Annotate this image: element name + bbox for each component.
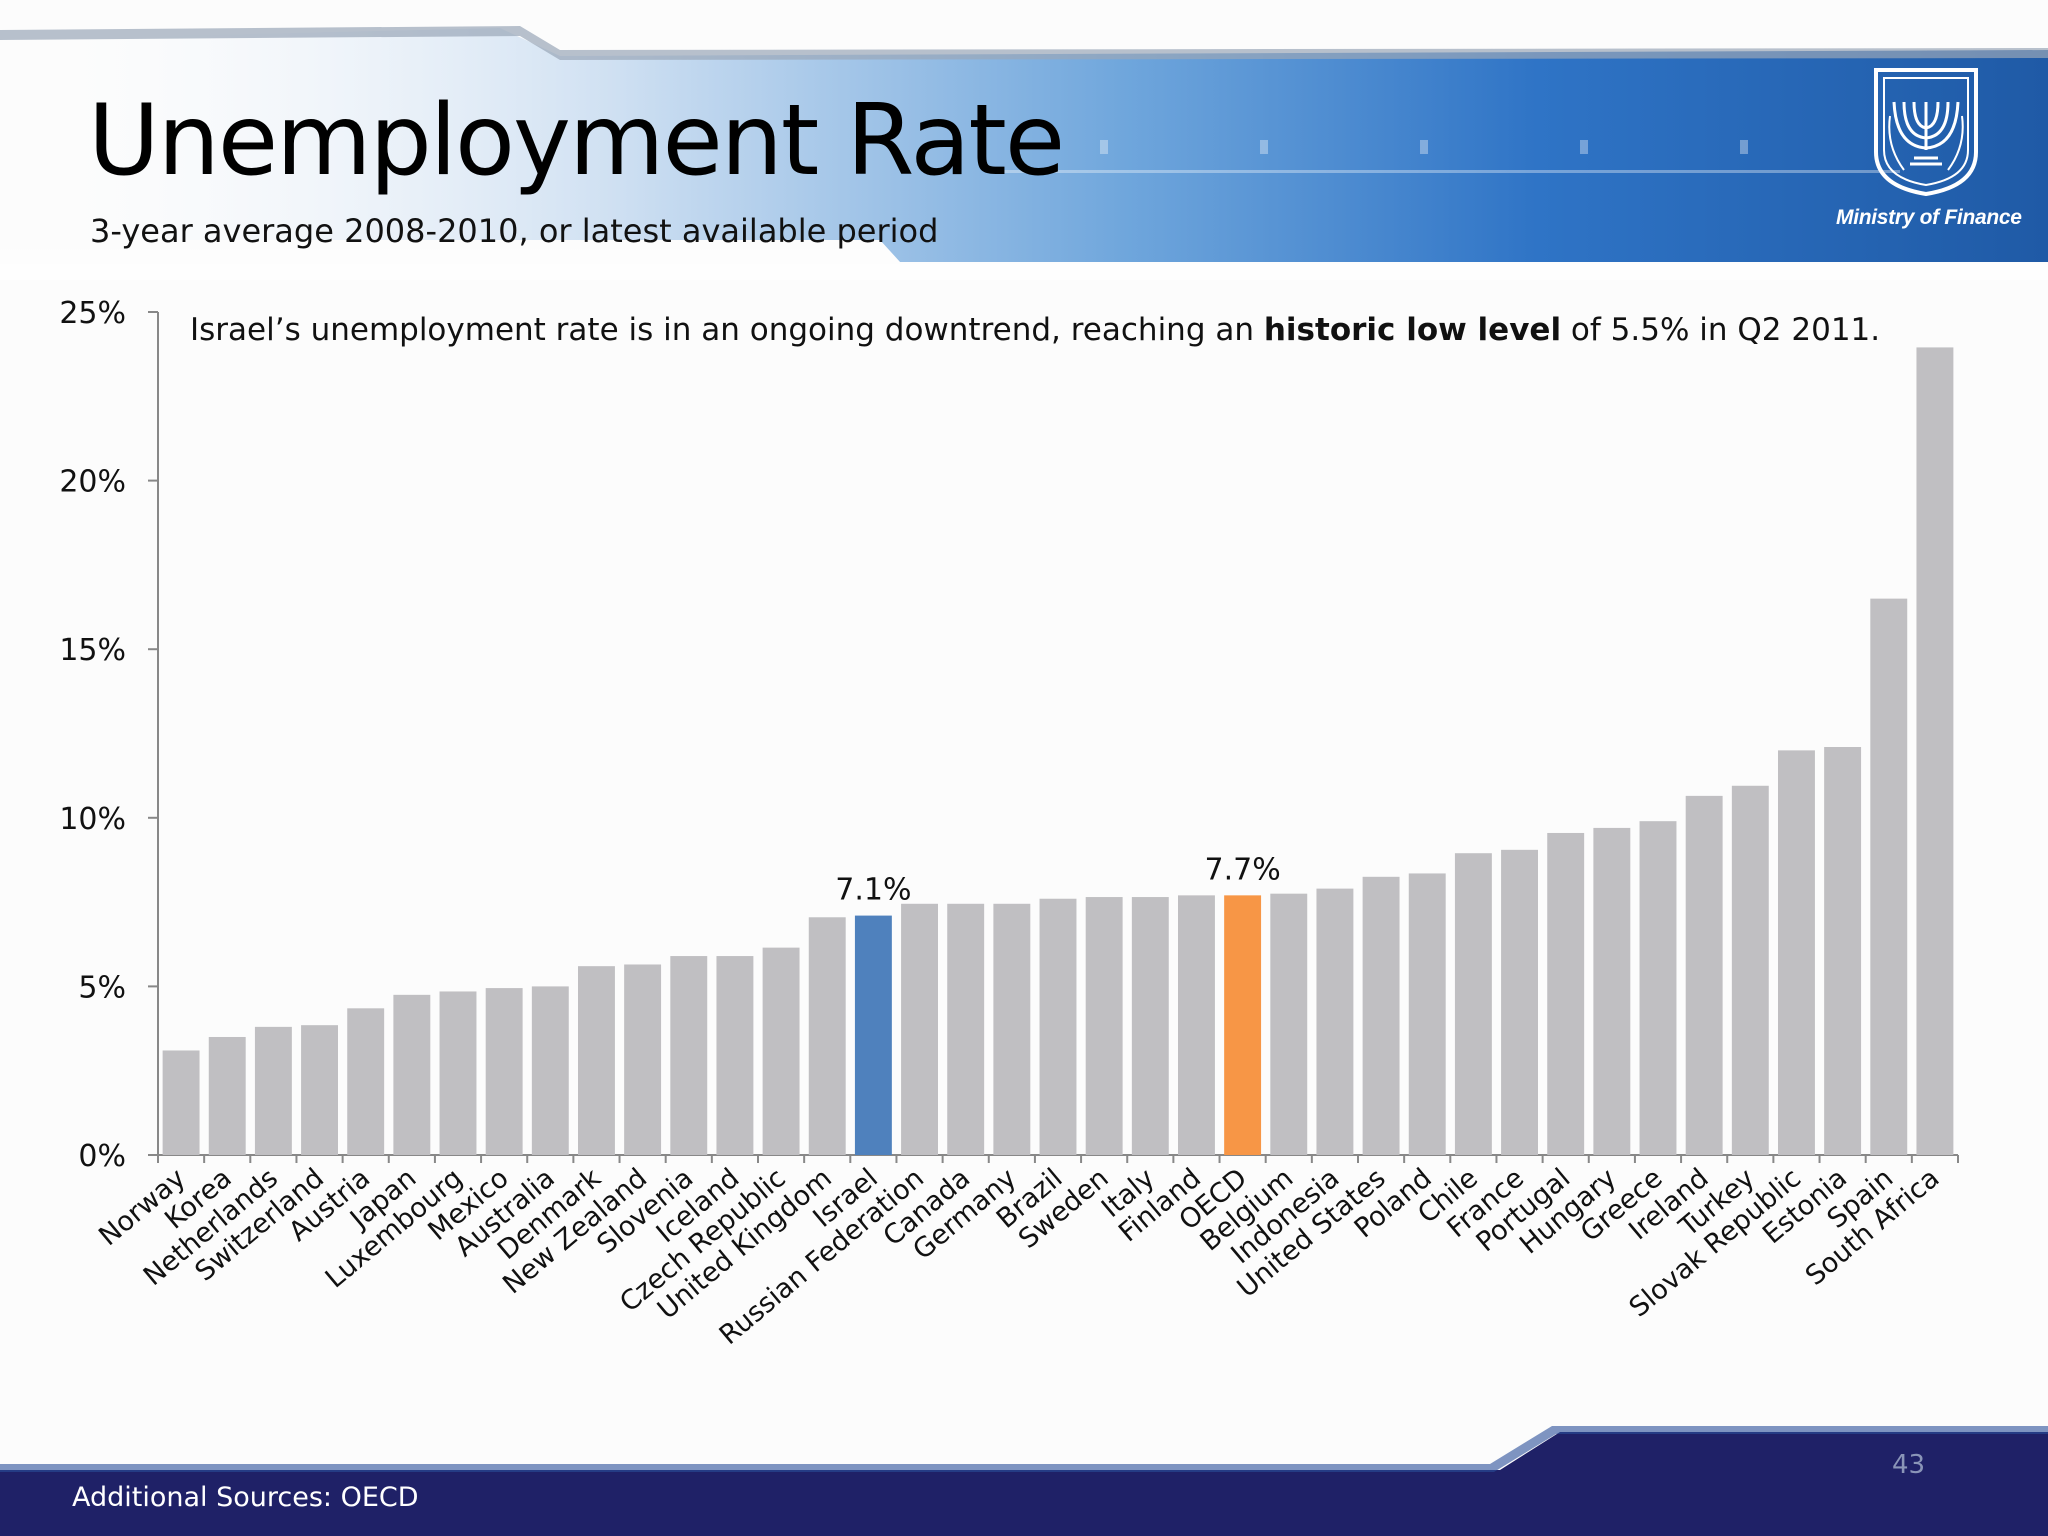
bar-czech-republic: [762, 947, 800, 1155]
y-tick-label: 20%: [59, 465, 126, 500]
y-tick-label: 0%: [78, 1139, 126, 1174]
bar-chart: 0%5%10%15%20%25%NorwayKoreaNetherlandsSw…: [59, 296, 1959, 1351]
bar-australia: [531, 986, 569, 1155]
bar-belgium: [1270, 893, 1308, 1155]
bar-france: [1501, 849, 1538, 1155]
bar-greece: [1639, 821, 1677, 1155]
bar-new-zealand: [624, 964, 662, 1155]
chart-annotation: Israel’s unemployment rate is in an ongo…: [190, 312, 1880, 348]
bar-ireland: [1685, 795, 1723, 1155]
bar-estonia: [1824, 746, 1862, 1155]
bar-brazil: [1039, 898, 1077, 1155]
bar-mexico: [485, 988, 523, 1155]
bar-turkey: [1731, 785, 1769, 1155]
bar-united-kingdom: [808, 917, 846, 1155]
data-label: 7.1%: [835, 873, 911, 908]
bar-spain: [1870, 598, 1908, 1155]
footer-source: Additional Sources: OECD: [72, 1482, 419, 1513]
bar-slovak-republic: [1778, 750, 1815, 1155]
bar-denmark: [578, 966, 615, 1155]
bar-indonesia: [1316, 888, 1354, 1155]
bar-austria: [347, 1008, 385, 1155]
bar-canada: [947, 903, 985, 1155]
bar-south-africa: [1916, 347, 1954, 1155]
bar-iceland: [716, 956, 754, 1155]
bar-luxembourg: [439, 991, 477, 1155]
bar-chile: [1454, 853, 1492, 1155]
y-tick-label: 25%: [59, 296, 126, 331]
bar-portugal: [1547, 832, 1585, 1155]
page-number: 43: [1892, 1450, 1926, 1480]
y-tick-label: 15%: [59, 633, 126, 668]
y-tick-label: 5%: [78, 970, 126, 1005]
bar-oecd: [1224, 895, 1262, 1155]
bar-russian-federation: [901, 903, 938, 1155]
page-subtitle: 3-year average 2008-2010, or latest avai…: [90, 212, 939, 250]
bar-sweden: [1085, 897, 1123, 1155]
ministry-emblem-icon: [1874, 68, 1978, 197]
y-tick-label: 10%: [59, 802, 126, 837]
bar-norway: [162, 1050, 200, 1155]
bar-japan: [393, 994, 431, 1155]
bar-israel: [854, 915, 892, 1155]
bar-united-states: [1362, 876, 1400, 1155]
bar-hungary: [1593, 827, 1631, 1155]
bar-finland: [1178, 895, 1215, 1155]
footer-band: [0, 1426, 2048, 1536]
bar-slovenia: [670, 956, 708, 1155]
bar-netherlands: [254, 1026, 292, 1155]
header-banner: [0, 0, 2048, 280]
bar-italy: [1131, 897, 1169, 1155]
bar-korea: [208, 1036, 246, 1155]
bar-switzerland: [301, 1025, 338, 1155]
bar-germany: [993, 903, 1031, 1155]
bar-poland: [1408, 873, 1446, 1155]
ministry-label: Ministry of Finance: [1836, 206, 2022, 229]
page-title: Unemployment Rate: [88, 84, 1065, 198]
data-label: 7.7%: [1205, 852, 1281, 887]
